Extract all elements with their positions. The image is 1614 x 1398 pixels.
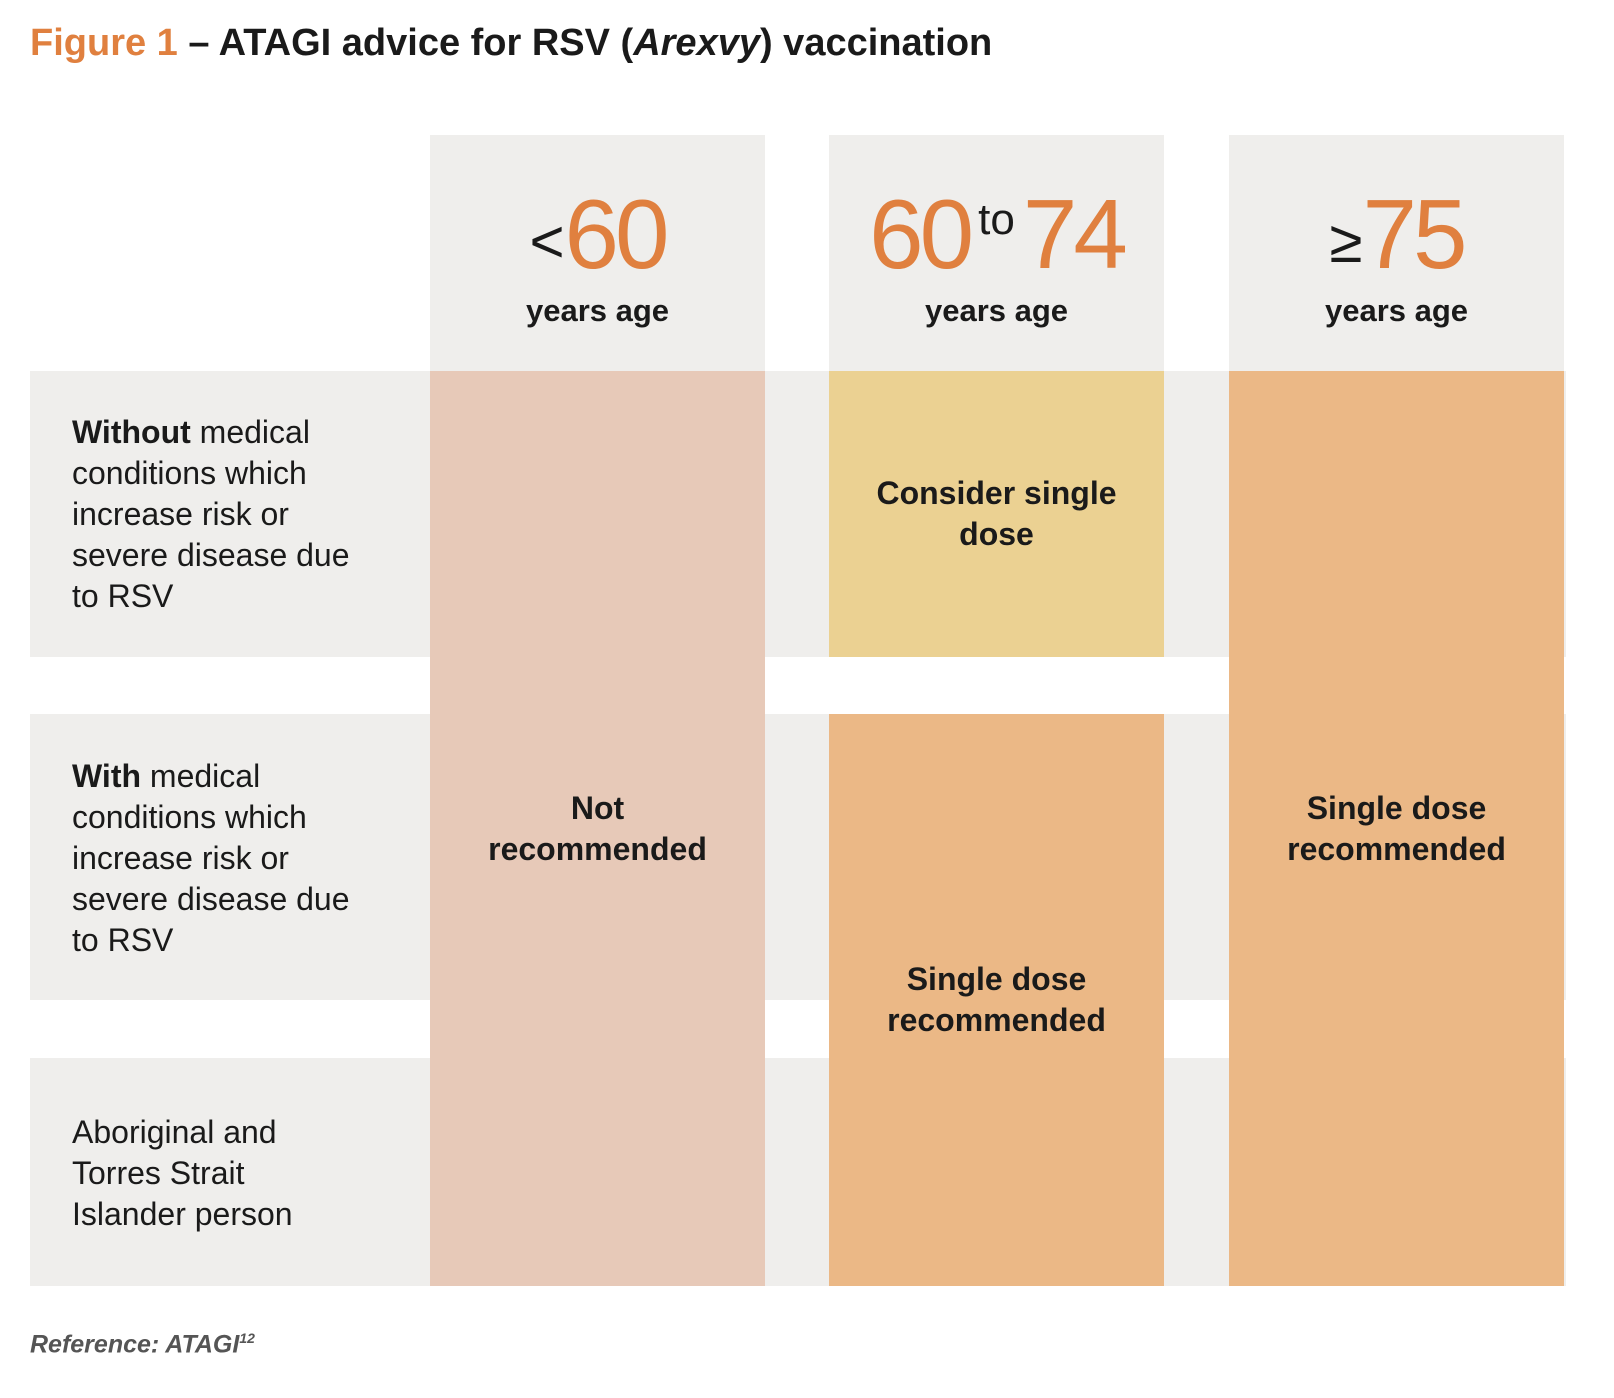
figure-title: Figure 1 – ATAGI advice for RSV (Arexvy)… xyxy=(30,22,992,65)
years-age-label: years age xyxy=(924,293,1069,328)
row-label-with: With medical conditions which increase r… xyxy=(72,758,350,958)
cell-not-recommended: Not recommended xyxy=(430,371,765,1286)
reference-note: Reference: ATAGI12 xyxy=(30,1330,255,1359)
cell-consider-single-dose: Consider single dose xyxy=(829,371,1164,657)
title-prefix: – ATAGI advice for RSV ( xyxy=(177,22,634,64)
years-age-label: years age xyxy=(1324,293,1469,328)
less-than-symbol: < xyxy=(529,208,565,275)
title-suffix: ) vaccination xyxy=(759,22,993,64)
greater-equal-symbol: ≥ xyxy=(1329,208,1363,275)
column-header-75-plus: ≥75 years age xyxy=(1229,135,1564,371)
cell-single-dose-recommended-75-plus: Single dose recommended xyxy=(1229,371,1564,1286)
age-from-value: 60 xyxy=(869,179,974,289)
figure-label: Figure 1 xyxy=(30,22,178,64)
age-value: 75 xyxy=(1362,179,1467,289)
column-header-under-60: <60 years age xyxy=(430,135,765,371)
title-product: Arexvy xyxy=(633,22,760,64)
age-value: 60 xyxy=(564,179,670,289)
column-header-60-to-74: 60 to74 years age xyxy=(829,135,1164,371)
years-age-label: years age xyxy=(525,293,670,328)
age-to-value: 74 xyxy=(1022,179,1128,289)
row-label-aboriginal: Aboriginal and Torres Strait Islander pe… xyxy=(72,1114,293,1232)
age-connector: to xyxy=(978,195,1015,244)
cell-single-dose-recommended-60-74: Single dose recommended xyxy=(829,714,1164,1286)
row-label-without: Without medical conditions which increas… xyxy=(72,414,350,614)
